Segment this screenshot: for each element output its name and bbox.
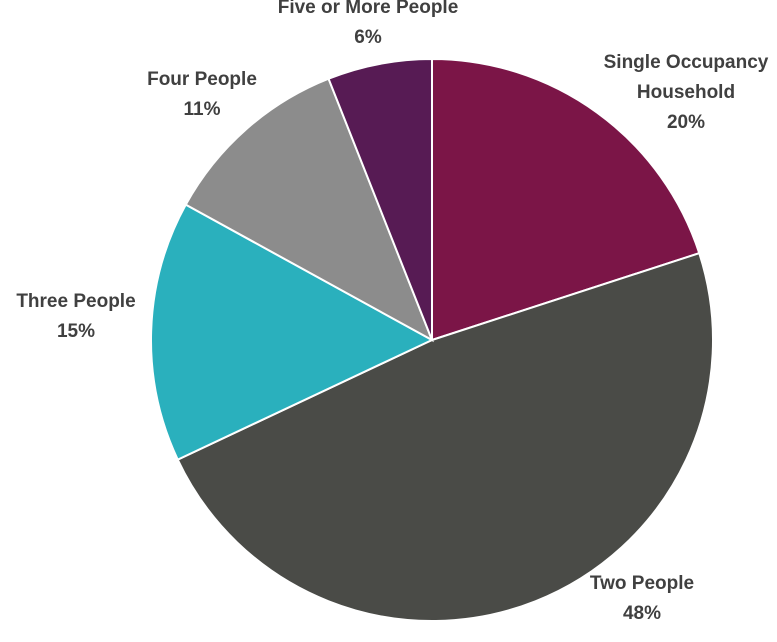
slice-label-single-occupancy-household: Household: [637, 82, 735, 103]
slice-label-three-people: Three People: [16, 291, 135, 312]
slice-label-five-or-more-people: Five or More People: [278, 0, 459, 18]
slice-value-label-four-people: 11%: [184, 99, 221, 120]
slice-value-label-two-people: 48%: [623, 603, 661, 624]
slice-label-four-people: Four People: [147, 69, 257, 90]
pie-slice-five-or-more-people: [327, 57, 433, 341]
slice-value-label-single-occupancy-household: 20%: [667, 112, 705, 133]
slice-value-label-three-people: 15%: [57, 321, 95, 342]
slice-label-two-people: Two People: [590, 573, 694, 594]
slice-label-single-occupancy-household: Single Occupancy: [604, 52, 769, 73]
pie-slice-two-people: [176, 251, 714, 623]
slice-value-label-five-or-more-people: 6%: [354, 27, 382, 48]
slices-layer: [150, 57, 714, 623]
labels-layer: Single Occupancy Household 20% Two People 48…: [16, 0, 768, 624]
pie-slice-four-people: [184, 77, 434, 343]
pie-slice-single-occupancy-household: [431, 57, 701, 342]
pie-slice-three-people: [150, 203, 435, 461]
